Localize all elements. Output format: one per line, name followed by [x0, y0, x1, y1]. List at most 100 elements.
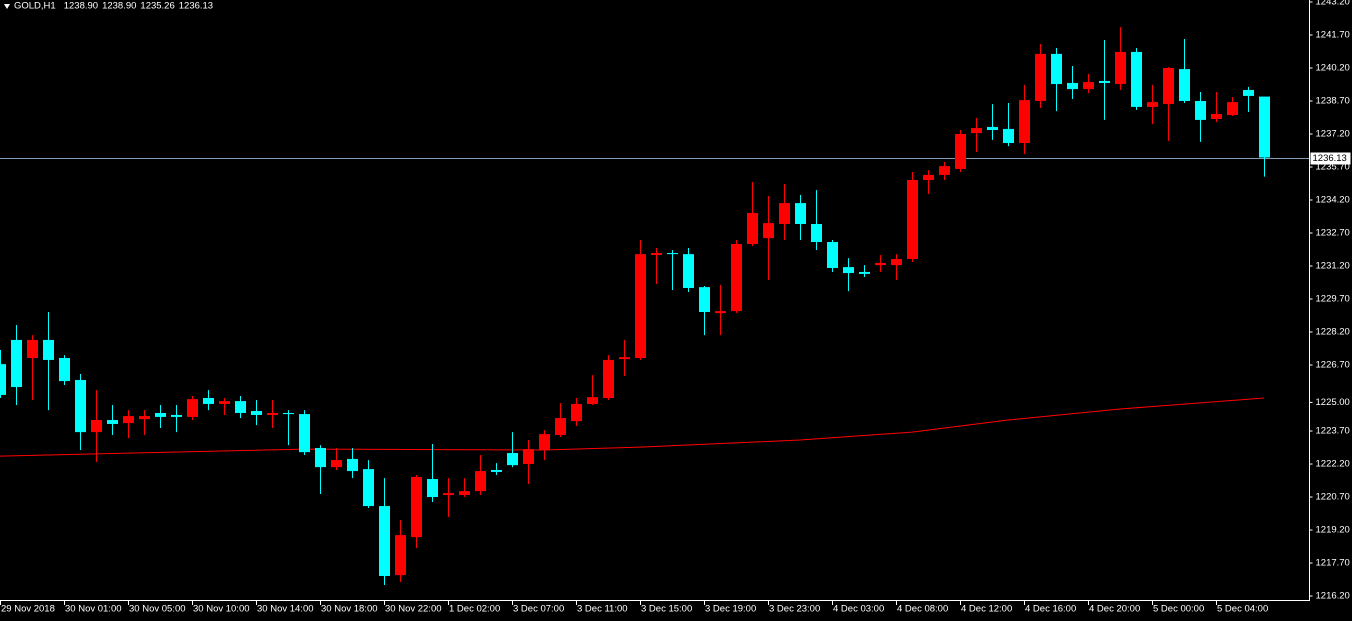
y-tick-label: 1234.20: [1316, 195, 1350, 206]
candle-body: [923, 174, 934, 180]
candle-body: [939, 166, 950, 175]
candle-body: [763, 223, 774, 239]
y-tick-label: 1231.20: [1316, 261, 1350, 272]
y-tick-label: 1222.20: [1316, 459, 1350, 470]
candle-body: [571, 403, 582, 422]
candle-body: [667, 253, 678, 255]
header-value: 1235.26: [140, 1, 174, 12]
candle-body: [283, 412, 294, 415]
x-tick-label: 3 Dec 07:00: [513, 604, 564, 615]
candle-body: [1003, 128, 1014, 144]
candle-body: [411, 477, 422, 538]
candle-body: [1051, 53, 1062, 85]
x-tick-label: 4 Dec 03:00: [833, 604, 884, 615]
y-tick-label: 1238.70: [1316, 96, 1350, 107]
candle-body: [1147, 102, 1158, 107]
candle-body: [299, 414, 310, 453]
current-price-label: 1236.13: [1313, 153, 1347, 164]
x-tick-label: 1 Dec 02:00: [449, 604, 500, 615]
x-tick-label: 3 Dec 15:00: [641, 604, 692, 615]
x-tick-label: 30 Nov 18:00: [321, 604, 378, 615]
x-tick-label: 5 Dec 00:00: [1153, 604, 1204, 615]
candle-body: [843, 267, 854, 274]
header-value: 1236.13: [179, 1, 213, 12]
y-tick-label: 1241.70: [1316, 29, 1350, 40]
candle-body: [1131, 51, 1142, 107]
candle-body: [1019, 100, 1030, 144]
x-tick-label: 3 Dec 19:00: [705, 604, 756, 615]
candle-body: [523, 449, 534, 465]
candle-body: [363, 469, 374, 507]
x-tick-label: 29 Nov 2018: [1, 604, 55, 615]
y-tick-label: 1219.20: [1316, 525, 1350, 536]
candle-body: [1211, 113, 1222, 120]
candle-body: [219, 401, 230, 404]
candle-body: [587, 397, 598, 404]
candle-body: [859, 271, 870, 274]
candle-body: [683, 254, 694, 289]
candle-body: [1115, 51, 1126, 85]
symbol-label: GOLD,H1: [14, 1, 56, 12]
header-value: 1238.90: [64, 1, 98, 12]
candle-body: [459, 491, 470, 496]
candle-body: [75, 379, 86, 433]
header-value: 1238.90: [102, 1, 136, 12]
candle-body: [555, 418, 566, 435]
candle-body: [1067, 82, 1078, 90]
symbol-menu-arrow[interactable]: [4, 4, 10, 9]
candle-body: [187, 399, 198, 417]
x-tick-label: 30 Nov 05:00: [129, 604, 186, 615]
current-price-box: [1310, 152, 1351, 165]
candle-body: [395, 535, 406, 576]
candle-body: [891, 258, 902, 266]
candle-body: [235, 401, 246, 413]
x-tick-label: 4 Dec 12:00: [961, 604, 1012, 615]
candle-body: [379, 506, 390, 577]
candle-body: [987, 126, 998, 131]
y-tick-label: 1223.70: [1316, 426, 1350, 437]
candle-body: [811, 223, 822, 243]
candle-body: [107, 420, 118, 424]
candle-body: [331, 460, 342, 468]
x-tick-label: 30 Nov 14:00: [257, 604, 314, 615]
candle-body: [619, 357, 630, 360]
candle-body: [315, 447, 326, 468]
candle-body: [539, 434, 550, 450]
candle-body: [491, 469, 502, 472]
candle-body: [171, 414, 182, 417]
x-tick-label: 30 Nov 22:00: [385, 604, 442, 615]
candle-body: [443, 493, 454, 496]
y-tick-label: 1237.20: [1316, 129, 1350, 140]
candle-body: [907, 179, 918, 259]
candle-body: [955, 133, 966, 169]
x-tick-label: 4 Dec 16:00: [1025, 604, 1076, 615]
candle-body: [827, 242, 838, 268]
candle-body: [699, 287, 710, 312]
candle-body: [1163, 67, 1174, 105]
candle-body: [1227, 102, 1238, 116]
y-tick-label: 1232.70: [1316, 228, 1350, 239]
candle-body: [251, 411, 262, 415]
y-tick-label: 1240.20: [1316, 63, 1350, 74]
candle-body: [0, 364, 6, 395]
plot-area: [0, 27, 1310, 586]
candle-body: [1035, 53, 1046, 101]
candle-body: [123, 416, 134, 424]
candle-body: [875, 262, 886, 266]
y-tick-label: 1220.70: [1316, 492, 1350, 503]
candle-body: [27, 339, 38, 358]
candle-body: [347, 458, 358, 472]
y-tick-label: 1229.70: [1316, 294, 1350, 305]
candle-body: [971, 128, 982, 134]
candle-body: [139, 416, 150, 420]
y-tick-label: 1226.70: [1316, 360, 1350, 371]
candle-body: [203, 398, 214, 404]
candle-body: [1259, 96, 1270, 158]
candle-body: [155, 412, 166, 417]
candle-body: [267, 412, 278, 415]
candle-body: [795, 203, 806, 224]
y-tick-label: 1217.70: [1316, 558, 1350, 569]
candle-body: [59, 357, 70, 382]
